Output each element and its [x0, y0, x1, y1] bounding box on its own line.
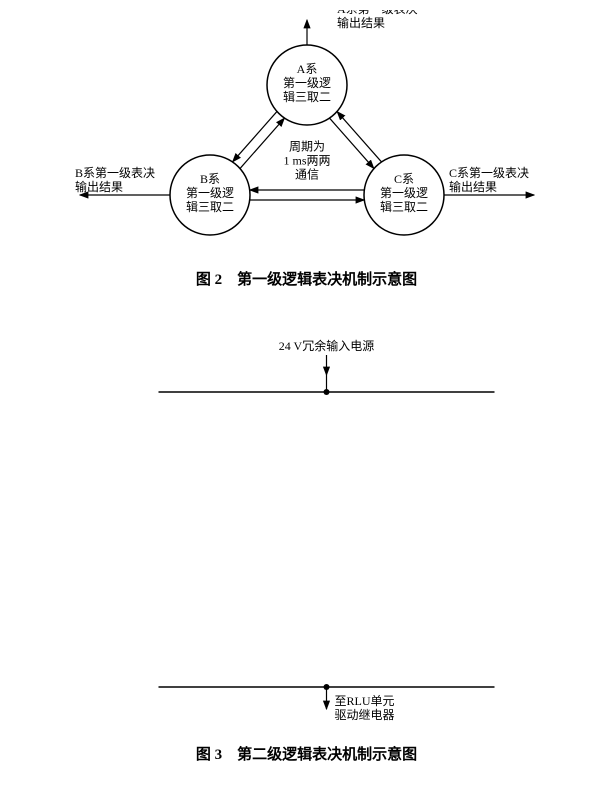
svg-text:至RLU单元: 至RLU单元	[335, 694, 395, 708]
svg-text:输出结果: 输出结果	[75, 179, 123, 194]
svg-text:周期为: 周期为	[289, 139, 325, 153]
svg-text:C系: C系	[394, 172, 414, 186]
fig3-diagram: 24 V冗余输入电源至RLU单元驱动继电器	[10, 305, 593, 735]
svg-text:1 ms两两: 1 ms两两	[283, 153, 330, 167]
svg-text:辑三取二: 辑三取二	[380, 200, 428, 214]
svg-text:C系第一级表决: C系第一级表决	[449, 166, 529, 180]
svg-text:A系: A系	[297, 62, 318, 76]
svg-text:辑三取二: 辑三取二	[186, 200, 234, 214]
fig3-caption: 图 3 第二级逻辑表决机制示意图	[10, 743, 593, 764]
svg-text:驱动继电器: 驱动继电器	[335, 708, 395, 722]
svg-text:通信: 通信	[295, 167, 319, 181]
svg-text:第一级逻: 第一级逻	[380, 186, 428, 200]
svg-text:24 V冗余输入电源: 24 V冗余输入电源	[279, 338, 374, 353]
fig2-caption: 图 2 第一级逻辑表决机制示意图	[10, 268, 593, 289]
svg-text:B系: B系	[200, 172, 220, 186]
svg-text:输出结果: 输出结果	[449, 179, 497, 194]
fig2-diagram: 周期为1 ms两两通信A系第一级逻辑三取二A系第一级表决输出结果B系第一级逻辑三…	[10, 10, 593, 260]
svg-text:输出结果: 输出结果	[337, 15, 385, 30]
svg-text:第一级逻: 第一级逻	[186, 186, 234, 200]
svg-text:B系第一级表决: B系第一级表决	[75, 166, 155, 180]
svg-text:第一级逻: 第一级逻	[283, 76, 331, 90]
svg-text:辑三取二: 辑三取二	[283, 90, 331, 104]
